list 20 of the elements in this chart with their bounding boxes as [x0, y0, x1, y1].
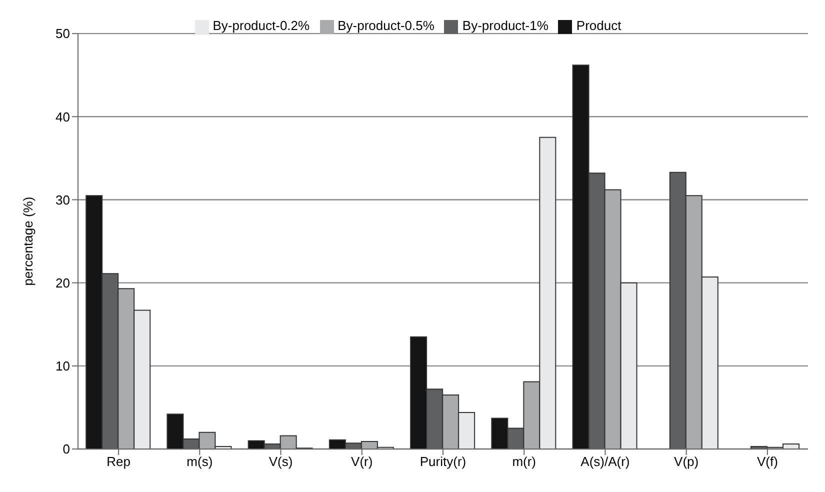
- y-tick-label: 0: [62, 442, 70, 457]
- x-tick-label: V(s): [268, 454, 293, 470]
- y-tick-label: 40: [56, 109, 70, 124]
- y-tick-label: 30: [56, 192, 70, 208]
- legend-label: By-product-0.2%: [212, 18, 310, 33]
- y-axis-title: percentage (%): [20, 196, 36, 286]
- x-tick-label: V(r): [351, 454, 373, 470]
- legend-label: Product: [576, 18, 622, 33]
- x-tick-label: V(p): [674, 454, 699, 470]
- y-tick-label: 20: [56, 275, 70, 290]
- x-tick-label: m(s): [186, 454, 213, 470]
- legend-label: By-product-1%: [462, 18, 548, 33]
- x-tick-label: Purity(r): [420, 454, 466, 470]
- x-tick-label: V(f): [756, 454, 778, 470]
- x-tick-label: m(r): [512, 454, 536, 470]
- y-tick-label: 10: [56, 358, 70, 374]
- y-tick-label: 50: [56, 26, 70, 42]
- legend-label: By-product-0.5%: [338, 18, 434, 33]
- x-tick-label: A(s)/A(r): [580, 454, 630, 470]
- x-tick-label: Rep: [106, 454, 130, 470]
